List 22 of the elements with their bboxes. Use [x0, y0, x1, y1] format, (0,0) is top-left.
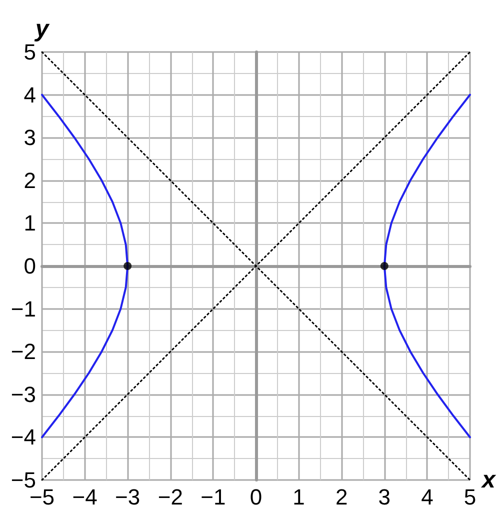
y-tick-label: 1	[24, 210, 36, 236]
x-tick-label: 3	[378, 484, 391, 510]
x-tick-label: −1	[200, 484, 226, 510]
y-tick-label: −1	[10, 296, 36, 322]
y-tick-label: 3	[24, 125, 36, 150]
x-tick-label: −2	[158, 484, 183, 510]
y-tick-label: 0	[24, 254, 36, 278]
x-tick-label: 1	[292, 484, 305, 510]
y-tick-label: 5	[24, 40, 36, 64]
y-tick-label: −2	[10, 339, 36, 364]
y-tick-label: −4	[10, 424, 36, 450]
x-tick-label: −3	[115, 484, 140, 510]
x-tick-label: −4	[72, 484, 98, 510]
y-tick-label: 4	[24, 82, 36, 108]
x-tick-label: 4	[421, 484, 434, 510]
x-tick-label: 5	[464, 484, 476, 510]
x-tick-label: 0	[250, 484, 262, 510]
x-axis-title: x	[480, 466, 498, 494]
x-tick-label: 2	[335, 484, 348, 510]
y-tick-label: −3	[10, 382, 36, 407]
y-axis-title: y	[34, 16, 50, 43]
y-tick-label: 2	[24, 168, 36, 193]
